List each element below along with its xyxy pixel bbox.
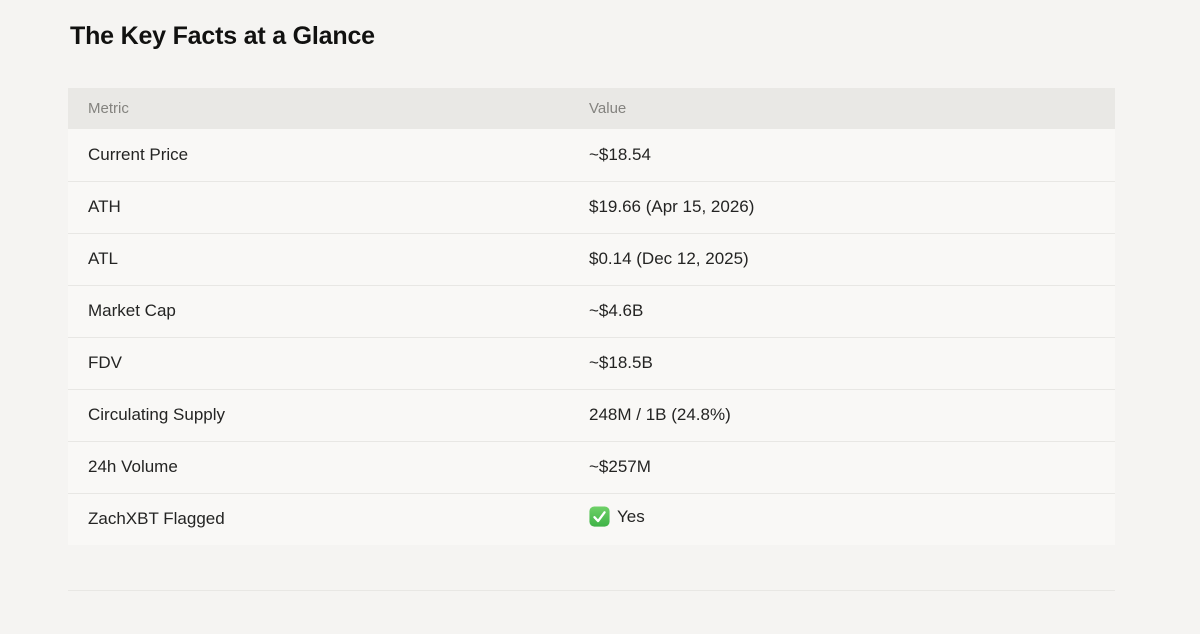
table-header-row: Metric Value (68, 88, 1115, 129)
metric-cell: ATH (68, 180, 569, 233)
column-header-metric: Metric (68, 88, 569, 129)
value-cell: ~$257M (569, 440, 1115, 493)
table-row: 24h Volume ~$257M (68, 440, 1115, 493)
table-row: Current Price ~$18.54 (68, 129, 1115, 181)
table-row: ATL $0.14 (Dec 12, 2025) (68, 232, 1115, 285)
value-cell: ~$18.54 (569, 129, 1115, 181)
table-row: Market Cap ~$4.6B (68, 284, 1115, 337)
table-row: Circulating Supply 248M / 1B (24.8%) (68, 388, 1115, 441)
metric-cell: FDV (68, 336, 569, 389)
table-row: ATH $19.66 (Apr 15, 2026) (68, 180, 1115, 233)
metric-cell: ZachXBT Flagged (68, 492, 569, 545)
column-header-value: Value (569, 88, 1115, 129)
value-cell: 248M / 1B (24.8%) (569, 388, 1115, 441)
table-row: FDV ~$18.5B (68, 336, 1115, 389)
value-cell: $0.14 (Dec 12, 2025) (569, 232, 1115, 285)
page: The Key Facts at a Glance Metric Value C… (68, 22, 1115, 591)
metric-cell: Circulating Supply (68, 388, 569, 441)
value-cell: $19.66 (Apr 15, 2026) (569, 180, 1115, 233)
table-row: ZachXBT Flagged (68, 492, 1115, 545)
flagged-value-label: Yes (617, 506, 645, 526)
section-divider (68, 590, 1115, 591)
check-mark-button-icon (589, 506, 610, 527)
metric-cell: 24h Volume (68, 440, 569, 493)
metric-cell: Market Cap (68, 284, 569, 337)
metric-cell: Current Price (68, 129, 569, 181)
value-cell: ~$4.6B (569, 284, 1115, 337)
metric-cell: ATL (68, 232, 569, 285)
value-cell: ~$18.5B (569, 336, 1115, 389)
key-facts-table: Metric Value Current Price ~$18.54 ATH $… (68, 88, 1115, 545)
value-cell: Yes (569, 492, 1115, 545)
page-title: The Key Facts at a Glance (70, 22, 375, 50)
